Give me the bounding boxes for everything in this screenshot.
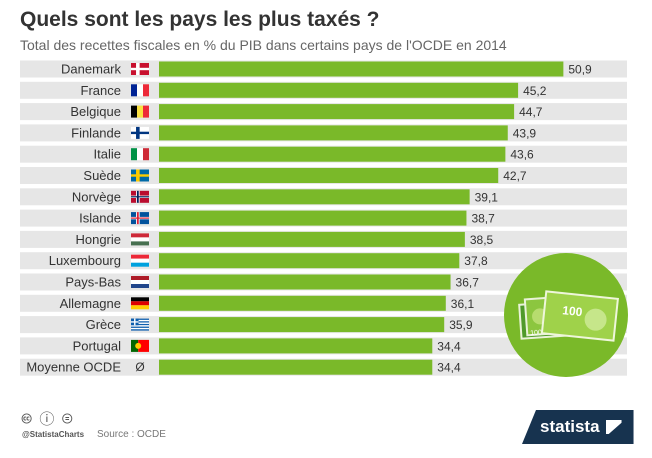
bar	[159, 317, 445, 333]
category-label: Belgique	[70, 104, 121, 119]
bar	[159, 168, 499, 183]
bar	[159, 295, 446, 311]
category-label: Pays-Bas	[65, 275, 121, 290]
value-label: 45,2	[523, 84, 547, 98]
value-label: 34,4	[437, 361, 461, 375]
category-label: Danemark	[61, 62, 121, 77]
money-banknotes-icon: 100 100	[504, 253, 628, 377]
flag-belgium-icon	[131, 105, 149, 118]
value-label: 39,1	[475, 190, 499, 204]
category-label: Suède	[83, 168, 121, 183]
category-label: Hongrie	[75, 232, 121, 247]
flag-italy-icon	[131, 148, 149, 161]
category-label: Portugal	[73, 338, 122, 353]
value-label: 34,4	[437, 339, 461, 353]
chart-row: Hongrie 38,5	[20, 230, 627, 248]
statista-handle: @StatistaCharts	[22, 430, 85, 439]
flag-netherlands-icon	[131, 276, 149, 288]
category-label: Italie	[94, 147, 121, 162]
category-label: Islande	[79, 211, 121, 226]
category-label: Allemagne	[60, 296, 121, 311]
value-label: 38,5	[470, 233, 494, 247]
chart-row: Luxembourg 37,8	[20, 252, 627, 270]
value-label: 44,7	[519, 105, 543, 119]
category-label: Grèce	[86, 317, 121, 332]
value-label: 43,6	[510, 148, 534, 162]
chart-row: Finlande 43,9	[20, 124, 627, 142]
chart-row: Danemark 50,9	[20, 60, 627, 78]
flag-norway-icon	[131, 190, 149, 203]
chart-row: Pays-Bas 36,7	[20, 273, 627, 291]
bar	[159, 125, 508, 141]
bar	[159, 231, 465, 247]
bar	[159, 253, 460, 269]
bar	[159, 338, 433, 354]
bar	[159, 189, 470, 205]
flag-hungary-icon	[131, 233, 149, 246]
license-icons: 🅭 ⓘ ⊜	[22, 411, 74, 428]
empty-set-symbol: Ø	[135, 360, 144, 374]
flag-germany-icon	[131, 297, 149, 310]
bar	[159, 274, 451, 290]
value-label: 38,7	[471, 212, 495, 226]
value-label: 42,7	[503, 169, 527, 183]
statista-logo-mark	[605, 420, 622, 434]
flag-denmark-icon	[131, 63, 149, 75]
value-label: 37,8	[464, 254, 488, 268]
chart-row: Allemagne 36,1	[20, 294, 627, 312]
category-label: Moyenne OCDE	[26, 360, 121, 375]
chart-row: Italie 43,6	[20, 145, 627, 163]
flag-greece-icon	[131, 318, 149, 331]
value-label: 36,7	[456, 276, 480, 290]
source-note: Source : OCDE	[97, 429, 166, 440]
chart-row: Norvège 39,1	[20, 188, 627, 206]
value-label: 50,9	[568, 63, 592, 77]
category-label: Luxembourg	[49, 253, 121, 268]
chart-row: Portugal 34,4	[20, 337, 627, 355]
category-label: Norvège	[72, 189, 121, 204]
chart-row: Moyenne OCDE Ø 34,4	[20, 358, 627, 376]
banknote-label: 100	[562, 303, 584, 319]
chart-title: Quels sont les pays les plus taxés ?	[20, 8, 380, 31]
chart-row: Belgique 44,7	[20, 103, 627, 121]
flag-finland-icon	[131, 126, 149, 139]
oecd-symbol: Ø	[135, 360, 144, 374]
bar	[159, 104, 515, 120]
chart-row: Suède 42,7	[20, 167, 627, 184]
chart-row: Grèce 35,9	[20, 316, 627, 334]
flag-france-icon	[131, 84, 149, 97]
value-label: 35,9	[449, 318, 473, 332]
value-label: 43,9	[513, 126, 537, 140]
bar	[159, 82, 519, 98]
value-label: 36,1	[451, 297, 475, 311]
chart-subtitle: Total des recettes fiscales en % du PIB …	[20, 37, 507, 53]
bar	[159, 359, 433, 375]
flag-portugal-icon	[131, 339, 149, 352]
statista-wordmark: statista	[540, 417, 600, 436]
category-label: Finlande	[71, 125, 121, 140]
chart-row: Islande 38,7	[20, 209, 627, 227]
bar	[159, 146, 506, 162]
flag-sweden-icon	[131, 169, 149, 182]
flag-luxembourg-icon	[131, 254, 149, 267]
bar	[159, 210, 467, 226]
bar	[159, 61, 564, 77]
statista-logo: statista	[522, 410, 634, 444]
banknote-small-label: 100	[530, 329, 542, 337]
category-label: France	[81, 83, 121, 98]
flag-iceland-icon	[131, 212, 149, 225]
chart-row: France 45,2	[20, 81, 627, 99]
